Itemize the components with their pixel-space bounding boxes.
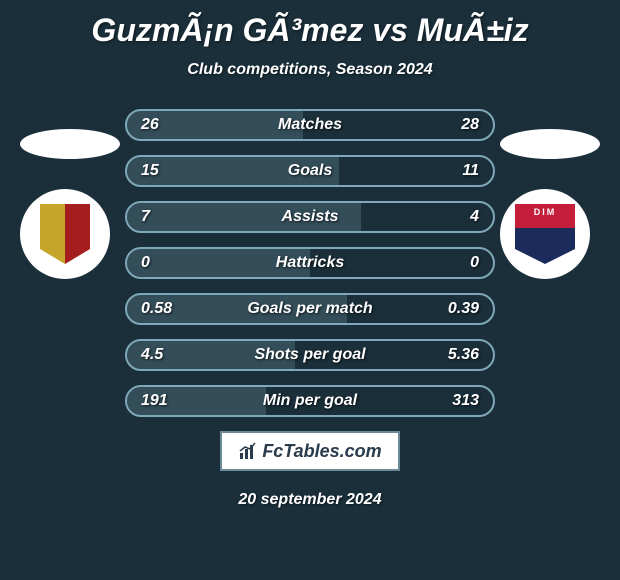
stat-right-value: 0 [429, 254, 479, 272]
stat-right-value: 313 [429, 392, 479, 410]
team-right-shield-inner: DIM [515, 204, 575, 264]
stat-right-value: 28 [429, 116, 479, 134]
player-photo-left-placeholder [20, 129, 120, 159]
stat-label: Hattricks [276, 254, 344, 272]
footer-date: 20 september 2024 [0, 491, 620, 509]
comparison-area: DIM 26 Matches 28 15 Goals 11 7 Assists 4 0 Hattri… [0, 109, 620, 417]
stat-right-value: 4 [429, 208, 479, 226]
stat-left-value: 15 [141, 162, 191, 180]
stat-label: Assists [282, 208, 339, 226]
stat-left-value: 26 [141, 116, 191, 134]
stat-row: 191 Min per goal 313 [125, 385, 495, 417]
stat-label: Matches [278, 116, 342, 134]
page-subtitle: Club competitions, Season 2024 [0, 61, 620, 79]
stats-table: 26Matches2815Goals117Assists40Hattricks0… [125, 109, 495, 417]
stat-left-value: 0.58 [141, 300, 191, 318]
team-right-shield: DIM [500, 189, 590, 279]
stat-row: 15 Goals 11 [125, 155, 495, 187]
stat-right-value: 5.36 [429, 346, 479, 364]
site-logo[interactable]: FcTables.com [220, 431, 400, 471]
team-left-shield [20, 189, 110, 279]
team-right-badge: DIM [500, 129, 600, 219]
stat-label: Goals per match [247, 300, 372, 318]
team-left-shield-inner [40, 204, 90, 264]
stat-row: 0.58 Goals per match 0.39 [125, 293, 495, 325]
stat-left-value: 4.5 [141, 346, 191, 364]
team-right-abbr: DIM [534, 207, 557, 217]
stat-right-value: 11 [429, 162, 479, 180]
stat-label: Goals [288, 162, 332, 180]
player-photo-right-placeholder [500, 129, 600, 159]
stat-left-value: 191 [141, 392, 191, 410]
stat-row: 4.5 Shots per goal 5.36 [125, 339, 495, 371]
page-title: GuzmÃ¡n GÃ³mez vs MuÃ±iz [0, 0, 620, 49]
stat-right-value: 0.39 [429, 300, 479, 318]
stat-label: Shots per goal [254, 346, 365, 364]
stat-left-value: 0 [141, 254, 191, 272]
bar-chart-icon [238, 441, 258, 461]
stat-row: 0 Hattricks 0 [125, 247, 495, 279]
site-logo-text: FcTables.com [262, 441, 381, 462]
stat-label: Min per goal [263, 392, 357, 410]
stat-row: 7 Assists 4 [125, 201, 495, 233]
team-left-badge [20, 129, 120, 219]
stat-left-value: 7 [141, 208, 191, 226]
stat-row: 26 Matches 28 [125, 109, 495, 141]
